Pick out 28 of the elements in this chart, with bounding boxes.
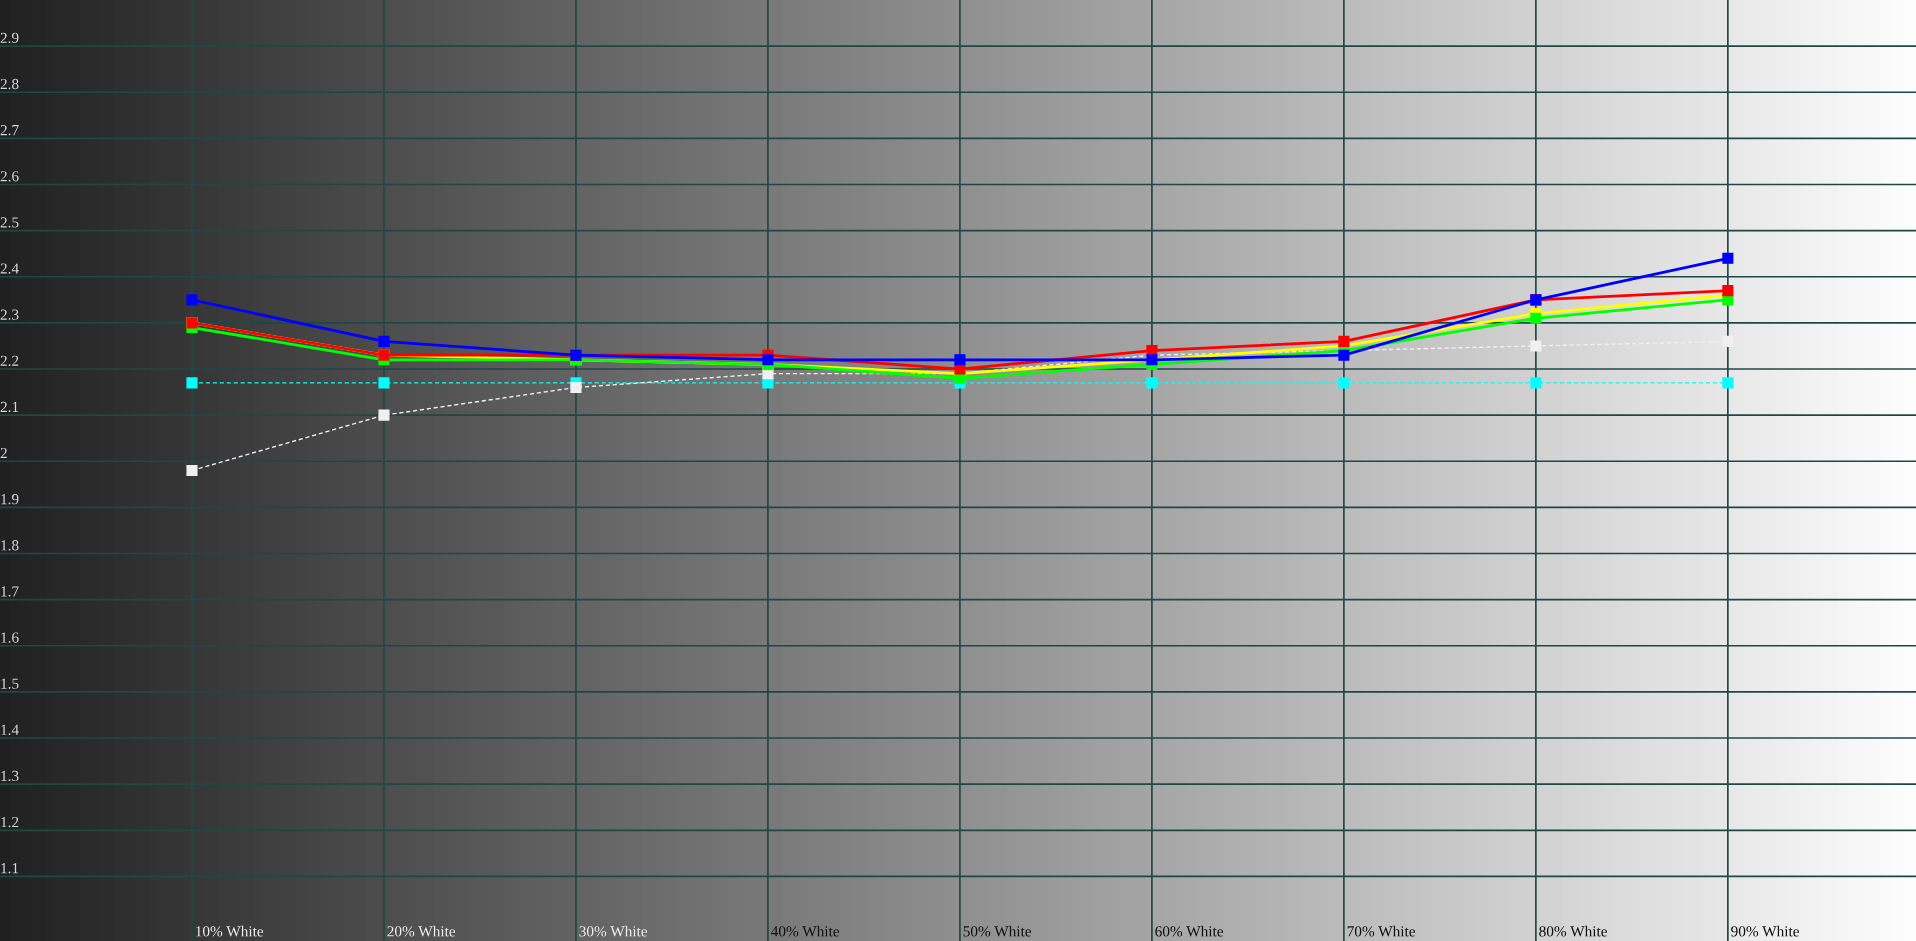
y-tick-label: 2.2 bbox=[0, 355, 19, 366]
y-tick-label: 1.2 bbox=[1, 816, 19, 828]
x-tick-label: 50% White bbox=[963, 925, 1032, 937]
y-tick-label: 2 bbox=[0, 447, 7, 459]
y-tick-label: 1.4 bbox=[1, 724, 19, 735]
y-tick-label: 2.6 bbox=[0, 171, 19, 182]
x-tick-label: 30% White bbox=[579, 925, 648, 937]
x-tick-label: 10% White bbox=[196, 925, 264, 937]
y-tick-label: 1.5 bbox=[1, 678, 19, 689]
y-tick-label: 2.8 bbox=[0, 78, 19, 90]
x-tick-label: 90% White bbox=[1731, 925, 1799, 937]
y-tick-label: 2.4 bbox=[0, 263, 19, 274]
y-tick-label: 1.6 bbox=[1, 632, 19, 643]
y-tick-label: 2.7 bbox=[0, 125, 19, 136]
y-tick-label: 2.5 bbox=[0, 217, 19, 228]
y-tick-label: 2.9 bbox=[0, 32, 19, 44]
y-tick-label: 1.1 bbox=[1, 863, 19, 874]
y-tick-label: 1.3 bbox=[1, 770, 19, 782]
x-tick-label: 20% White bbox=[387, 925, 456, 937]
y-tick-label: 2.3 bbox=[0, 309, 19, 320]
y-tick-label: 1.9 bbox=[1, 494, 19, 505]
x-tick-label: 80% White bbox=[1539, 925, 1608, 937]
x-tick-label: 40% White bbox=[771, 925, 840, 937]
y-tick-label: 1.7 bbox=[1, 586, 19, 597]
x-tick-label: 70% White bbox=[1347, 925, 1416, 937]
y-tick-label: 1.8 bbox=[1, 540, 19, 551]
y-tick-label: 2.1 bbox=[0, 401, 19, 413]
x-tick-label: 60% White bbox=[1155, 925, 1224, 937]
